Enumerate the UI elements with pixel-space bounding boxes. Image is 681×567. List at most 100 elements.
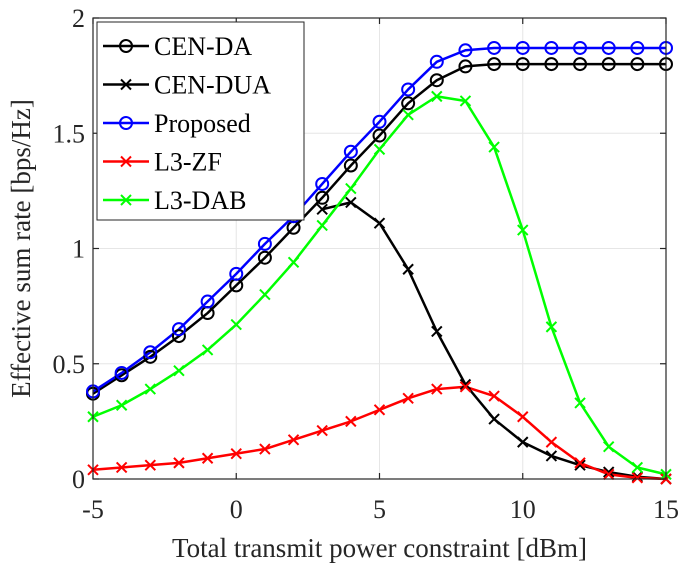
- data-point-cen-da: [429, 73, 444, 88]
- data-point-cen-dua: [345, 196, 357, 209]
- data-point-l3-zf: [459, 381, 472, 393]
- data-point-l3-zf: [574, 457, 586, 469]
- data-point-l3-dab: [631, 461, 644, 474]
- data-point-cen-da: [458, 59, 473, 74]
- data-point-l3-dab: [574, 397, 586, 409]
- data-point-proposed: [372, 114, 387, 129]
- data-point-l3-zf: [545, 436, 558, 448]
- data-point-proposed: [229, 266, 244, 281]
- legend-label-l3-dab: L3-DAB: [154, 186, 246, 215]
- data-point-cen-dua: [488, 413, 500, 425]
- data-point-l3-zf: [201, 452, 214, 464]
- data-point-proposed: [200, 294, 215, 309]
- data-point-cen-da: [487, 57, 502, 72]
- data-point-l3-zf: [173, 457, 185, 469]
- data-point-l3-dab: [173, 364, 185, 377]
- data-point-l3-dab: [115, 399, 128, 411]
- data-point-cen-da: [401, 96, 416, 111]
- series-line-cen-da: [92, 62, 666, 395]
- data-point-l3-dab: [259, 288, 271, 301]
- data-point-cen-dua: [545, 450, 558, 462]
- data-point-l3-zf: [115, 461, 128, 474]
- data-point-l3-zf: [517, 411, 529, 423]
- data-point-l3-zf: [287, 434, 300, 446]
- data-point-l3-dab: [373, 143, 386, 156]
- data-point-cen-da: [315, 190, 330, 205]
- legend-marker-cen-da: [119, 39, 133, 53]
- y-tick-label: 0: [72, 465, 85, 494]
- data-point-proposed: [458, 43, 473, 58]
- series-markers: [86, 40, 673, 485]
- data-point-proposed: [573, 40, 588, 55]
- data-point-l3-dab: [602, 441, 615, 453]
- x-axis-label: Total transmit power constraint [dBm]: [172, 533, 587, 563]
- data-point-cen-dua: [574, 459, 586, 471]
- data-point-cen-da: [544, 57, 559, 72]
- data-point-l3-dab: [431, 90, 443, 103]
- data-point-cen-da: [171, 329, 186, 344]
- y-tick-label: 2: [72, 4, 85, 33]
- legend: CEN-DA CEN-DUA Proposed L3-ZF L3-DAB: [96, 21, 305, 221]
- data-point-cen-dua: [459, 378, 472, 391]
- data-point-l3-dab: [287, 256, 300, 269]
- x-tick-label: 10: [510, 495, 536, 524]
- data-point-l3-dab: [144, 383, 157, 395]
- data-point-cen-dua: [602, 466, 615, 478]
- data-point-l3-zf: [431, 383, 443, 395]
- data-point-proposed: [601, 40, 616, 55]
- data-point-l3-zf: [259, 443, 271, 455]
- data-point-l3-zf: [488, 390, 500, 402]
- data-point-cen-da: [143, 349, 158, 364]
- x-tick-label: 15: [653, 495, 679, 524]
- data-point-l3-dab: [316, 219, 328, 232]
- data-point-cen-dua: [431, 325, 443, 338]
- data-point-l3-zf: [230, 447, 242, 460]
- series-line-proposed: [92, 46, 666, 393]
- data-point-l3-dab: [402, 109, 414, 121]
- data-point-proposed: [429, 54, 444, 69]
- data-point-l3-dab: [517, 224, 529, 236]
- data-point-l3-zf: [602, 468, 615, 481]
- legend-label-proposed: Proposed: [154, 109, 251, 138]
- data-point-cen-da: [257, 250, 272, 265]
- data-point-l3-dab: [545, 321, 558, 333]
- x-tick-label: 5: [373, 495, 386, 524]
- data-point-cen-dua: [402, 263, 414, 275]
- data-point-l3-dab: [230, 318, 242, 331]
- data-point-cen-da: [372, 128, 387, 143]
- data-point-cen-da: [630, 57, 645, 72]
- data-point-cen-da: [515, 57, 530, 72]
- data-point-proposed: [171, 322, 186, 337]
- y-tick-label: 1.5: [53, 119, 86, 148]
- data-point-cen-dua: [316, 203, 328, 216]
- data-point-proposed: [630, 40, 645, 55]
- axis-ticks: [92, 17, 667, 480]
- data-point-cen-da: [343, 158, 358, 173]
- data-point-proposed: [257, 236, 272, 251]
- data-point-proposed: [544, 40, 559, 55]
- data-point-l3-zf: [373, 404, 386, 416]
- legend-label-cen-dua: CEN-DUA: [154, 71, 271, 100]
- y-axis-label: Effective sum rate [bps/Hz]: [6, 99, 36, 398]
- y-tick-label: 0.5: [53, 350, 86, 379]
- data-point-l3-dab: [459, 95, 472, 107]
- legend-label-cen-da: CEN-DA: [154, 32, 252, 61]
- data-point-cen-da: [573, 57, 588, 72]
- data-point-cen-dua: [517, 436, 529, 448]
- data-point-proposed: [401, 82, 416, 97]
- y-tick-label: 1: [72, 235, 85, 264]
- data-point-proposed: [343, 144, 358, 159]
- data-point-l3-zf: [144, 459, 157, 471]
- data-point-l3-dab: [201, 344, 214, 356]
- data-point-l3-zf: [316, 424, 328, 437]
- legend-label-l3-zf: L3-ZF: [154, 148, 222, 177]
- data-point-cen-dua: [373, 217, 386, 229]
- data-point-l3-zf: [631, 472, 644, 484]
- legend-marker-proposed: [119, 116, 133, 130]
- data-point-cen-da: [601, 57, 616, 72]
- data-point-proposed: [315, 176, 330, 191]
- x-tick-label: -5: [82, 495, 104, 524]
- data-point-l3-dab: [345, 182, 357, 195]
